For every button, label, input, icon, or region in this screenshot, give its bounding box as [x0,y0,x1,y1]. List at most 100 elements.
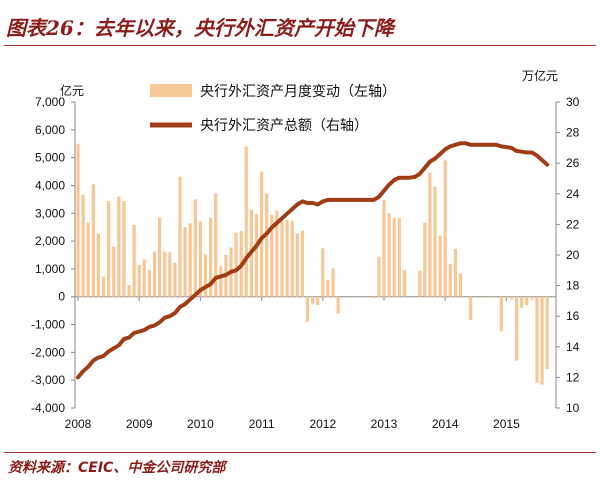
left-tick-label: -3,000 [31,373,65,387]
right-tick-label: 10 [566,401,580,415]
bar [305,296,310,322]
right-axis-unit: 万亿元 [522,68,558,83]
left-tick-label: 5,000 [35,151,65,165]
x-tick-label: 2008 [65,417,92,431]
bar [469,296,473,321]
legend-line-label: 央行外汇资产总额（右轴） [200,117,368,133]
bar [402,270,406,297]
x-tick-label: 2011 [249,417,275,431]
x-tick-label: 2010 [187,417,214,431]
left-tick-label: 3,000 [35,206,65,220]
right-tick-label: 14 [566,340,580,354]
bar [193,199,197,297]
bar [397,217,401,297]
right-tick-label: 12 [566,370,580,384]
bar [142,259,146,297]
bar [520,296,524,308]
bar [280,220,284,297]
figure-title: 图表26：去年以来，央行外汇资产开始下降 [6,16,394,40]
bar [326,280,330,297]
bar [178,176,182,297]
bar [107,201,111,297]
legend-bar-swatch [150,84,192,97]
bar [382,199,386,297]
bar [423,222,427,297]
bar [290,220,294,297]
left-axis-unit: 亿元 [60,83,84,98]
bar [336,296,340,314]
bar [127,285,131,297]
bar [122,201,126,297]
left-tick-label: 4,000 [35,178,65,192]
left-tick-label: -2,000 [31,345,65,359]
bar [81,194,85,297]
bar [203,254,208,297]
bar [438,235,442,297]
bar [91,184,95,297]
bar [545,296,549,370]
bar [509,296,514,300]
bar [137,265,141,297]
bar [418,270,422,297]
right-tick-label: 18 [566,279,580,293]
bar [285,219,289,297]
bar [321,248,325,297]
right-tick-label: 24 [566,187,580,201]
total-line [76,141,550,380]
bar [86,222,90,297]
bar [270,214,274,297]
bar [96,233,100,297]
right-tick-label: 30 [566,95,580,109]
bar [535,296,539,383]
bar [433,186,437,297]
source-note: 资料来源：CEIC、中金公司研究部 [8,460,226,476]
right-tick-label: 16 [566,309,580,323]
left-tick-label: 0 [58,290,65,304]
bar [275,210,279,297]
right-tick-label: 26 [566,156,580,170]
bar [183,227,187,297]
bar [540,296,544,385]
bar [377,256,381,297]
bar [428,172,432,297]
bar [525,296,529,306]
bar [387,213,391,297]
bar [504,296,508,299]
legend-bar-label: 央行外汇资产月度变动（左轴） [200,83,396,99]
x-tick-label: 2009 [126,417,153,431]
bar [295,233,299,297]
bar [214,193,218,297]
bar [117,196,121,297]
title-divider [4,45,596,46]
x-tick-label: 2014 [432,417,459,431]
bar [209,217,213,297]
bar [198,221,202,297]
bar [448,263,452,297]
left-tick-label: -1,000 [31,318,65,332]
bar [499,296,503,332]
bar [453,248,457,297]
bar [331,268,335,297]
bar [316,296,320,306]
x-tick-label: 2013 [371,417,398,431]
right-tick-label: 22 [566,217,580,231]
bar [311,296,315,304]
bar [188,223,192,297]
bar [163,251,167,297]
bar [168,252,172,297]
bar [300,230,304,297]
bar [76,143,80,297]
left-tick-label: 2,000 [35,234,65,248]
bar [515,296,519,361]
bar [443,160,447,297]
bar [530,296,534,300]
bar [147,270,151,297]
x-tick-label: 2012 [309,417,336,431]
bar [489,296,493,299]
right-tick-label: 20 [566,248,580,262]
left-tick-label: 6,000 [35,123,65,137]
bar [254,214,259,297]
bar [219,266,223,297]
